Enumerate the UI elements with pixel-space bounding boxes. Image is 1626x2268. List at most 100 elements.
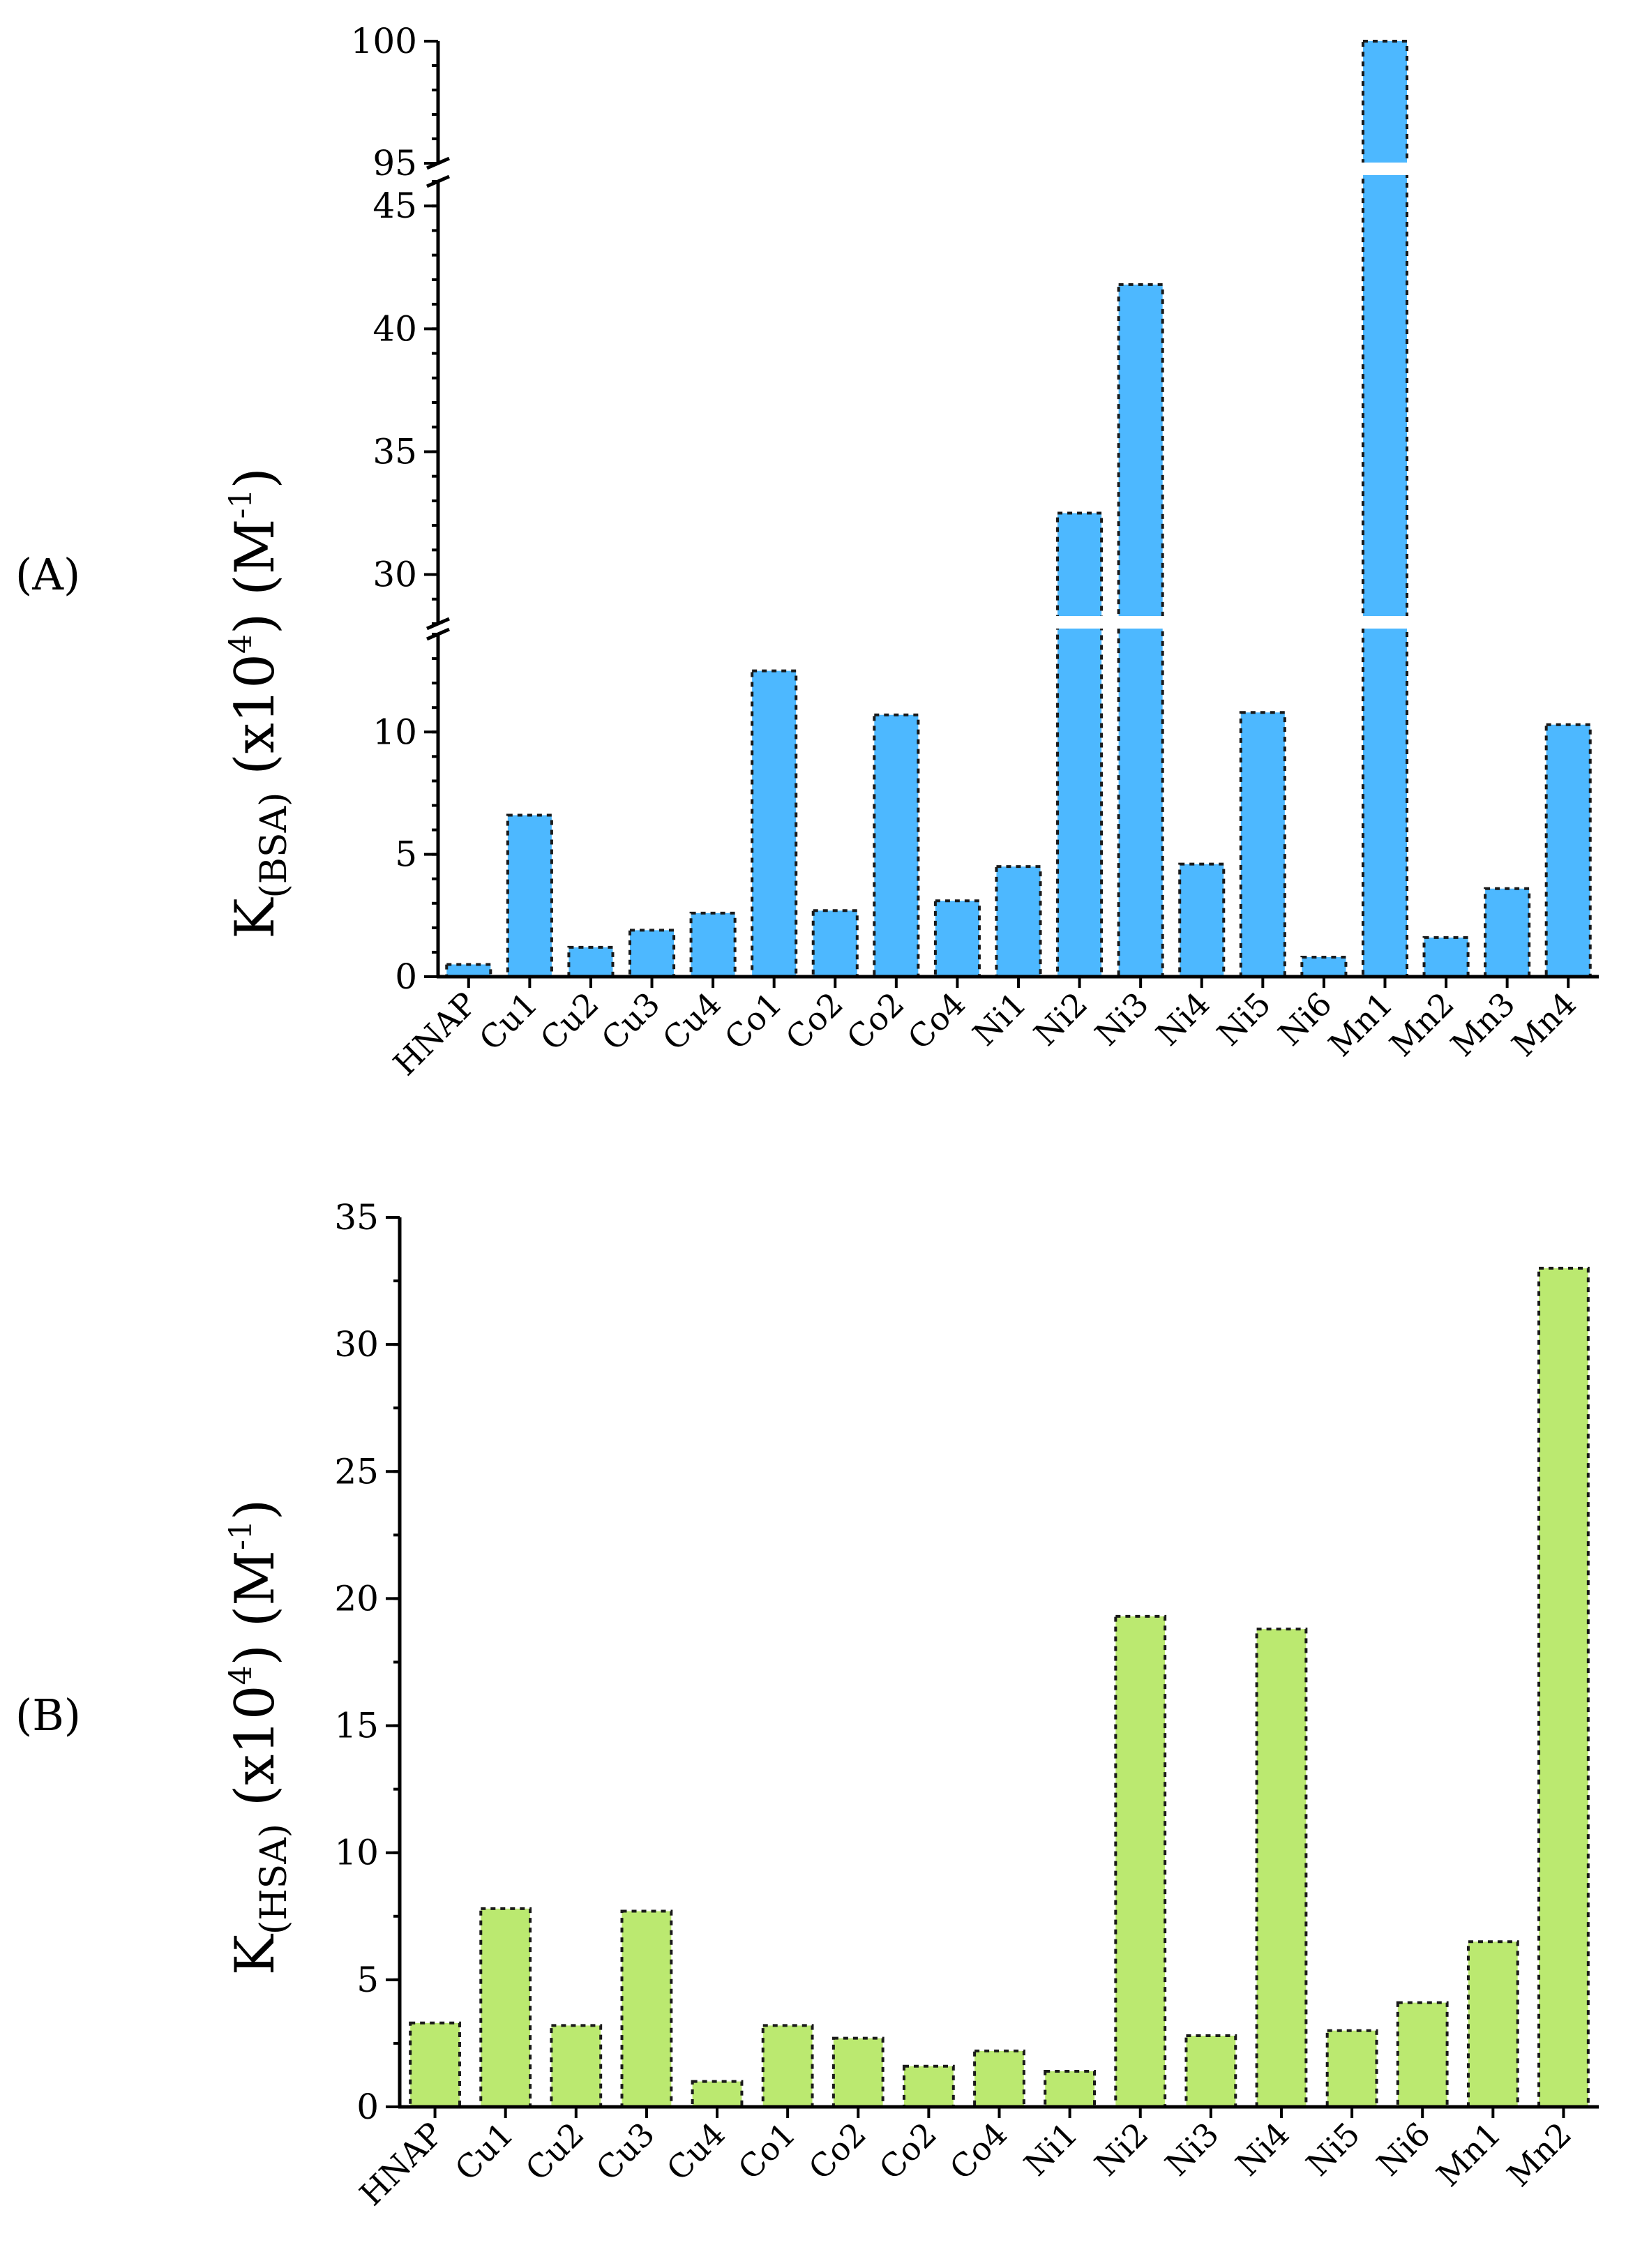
panel-a-x-tick-label: Ni3 (1087, 985, 1156, 1053)
panel-b-bar (761, 2024, 814, 2108)
panel-a-bar (1361, 40, 1409, 978)
panel-b-x-tick-label: Co4 (942, 2115, 1014, 2187)
panel-b-y-tick-label: 20 (334, 1578, 379, 1619)
panel-a-bar-break-gap (1114, 616, 1167, 629)
panel-b-x-tick-label: Mn1 (1429, 2115, 1508, 2194)
panel-b: (B) K(HSA) (x104) (M-1) 0 5 10 15 20 25 30 35 H… (15, 1197, 1599, 2213)
panel-a-x-tick-label: Ni2 (1027, 985, 1095, 1053)
panel-a-x-tick-label: Mn1 (1321, 985, 1400, 1064)
panel-a-x-tick-label: Cu2 (533, 985, 606, 1058)
panel-b-y-tick-label: 0 (356, 2087, 379, 2127)
panel-b-x-tick-label: Ni3 (1158, 2115, 1226, 2184)
panel-b-y-tick-label: 25 (334, 1451, 379, 1492)
panel-b-y-tick-label: 15 (334, 1706, 379, 1746)
panel-b-bar (831, 2036, 884, 2108)
panel-b-x-tick-label: Ni4 (1228, 2115, 1297, 2184)
panel-a-bar (567, 945, 615, 979)
panel-b-axes: 0 5 10 15 20 25 30 35 (334, 1197, 1599, 2127)
panel-a-x-tick-labels: HNAPCu1Cu2Cu3Cu4Co1Co2Co2Co4Ni1Ni2Ni3Ni4… (386, 985, 1583, 1083)
panel-b-bar (1466, 1940, 1519, 2109)
panel-a-bar (628, 929, 676, 978)
panel-a-x-tick-label: Cu4 (655, 985, 728, 1058)
panel-a-y-tick-label: 30 (372, 555, 417, 595)
panel-a-bar (445, 963, 492, 978)
panel-b-x-tick-label: Cu4 (659, 2115, 732, 2188)
panel-b-bar (1184, 2034, 1237, 2108)
panel-a-y-tick-label: 35 (372, 431, 417, 472)
panel-b-x-tick-label: Mn2 (1500, 2115, 1579, 2194)
panel-a-x-tick-label: Ni5 (1210, 985, 1278, 1053)
panel-b-bar (550, 2024, 603, 2108)
panel-b-bar (1396, 2001, 1449, 2108)
panel-a-x-tick-label: Mn3 (1443, 985, 1522, 1064)
panel-a-y-tick-label: 95 (372, 143, 417, 183)
panel-b-x-tick-label: Ni1 (1017, 2115, 1085, 2184)
panel-a-bar-break-gap (1053, 616, 1106, 629)
panel-a-y-tick-label: 100 (351, 21, 417, 61)
panel-a-bar (811, 909, 859, 978)
panel-a-x-tick-label: Co4 (901, 985, 972, 1057)
panel-b-bar (1114, 1614, 1167, 2108)
panel-b-bar (691, 2080, 744, 2109)
panel-b-x-tick-label: Co2 (872, 2115, 944, 2187)
panel-a-x-tick-label: Mn4 (1505, 985, 1583, 1064)
panel-b-x-tick-label: Co1 (731, 2115, 803, 2187)
panel-b-bar (1537, 1266, 1590, 2108)
panel-b-bar (479, 1907, 532, 2109)
panel-a-x-tick-label: Ni4 (1149, 985, 1217, 1053)
panel-a-bar (1239, 711, 1286, 978)
panel-a-bar (1178, 862, 1226, 978)
panel-b-bar (620, 1909, 673, 2108)
panel-b-x-tick-label: Co2 (801, 2115, 873, 2187)
panel-a-y-axis-label: K(BSA) (x104) (M-1) (223, 467, 295, 939)
panel-a-bars (445, 40, 1592, 979)
panel-a-label: (A) (15, 549, 80, 600)
panel-a-bar (1484, 887, 1531, 978)
panel-a-x-tick-label: Ni1 (965, 985, 1034, 1053)
panel-b-bar (973, 2049, 1025, 2109)
panel-b-y-axis-label: K(HSA) (x104) (M-1) (223, 1499, 295, 1976)
panel-a-y-tick-label: 10 (372, 712, 417, 752)
panel-a-y-tick-label: 0 (395, 956, 417, 997)
panel-b-bar (1044, 2070, 1097, 2108)
panel-a-x-tick-label: Cu1 (472, 985, 545, 1058)
panel-b-x-tick-label: Ni6 (1369, 2115, 1438, 2184)
panel-b-bars (409, 1266, 1590, 2109)
panel-b-bar (1255, 1628, 1308, 2108)
panel-b-x-tick-label: Ni5 (1299, 2115, 1367, 2184)
panel-a-bar (1300, 955, 1348, 979)
panel-a-bar (751, 669, 798, 978)
panel-a-bar-break-gap (1358, 163, 1412, 175)
panel-a-bar (1117, 283, 1164, 978)
panel-b-y-tick-label: 10 (334, 1833, 379, 1873)
panel-b-y-tick-label: 5 (356, 1960, 379, 2000)
panel-a-bar (873, 713, 920, 978)
panel-a-y-tick-label: 5 (395, 834, 417, 875)
panel-b-y-tick-label: 35 (334, 1197, 379, 1238)
panel-a-bar (933, 899, 981, 978)
panel-b-x-tick-label: Ni2 (1087, 2115, 1156, 2184)
panel-a-bar (995, 865, 1042, 979)
panel-b-bar (409, 2021, 461, 2108)
panel-a-bar-break-gap (1358, 616, 1412, 629)
panel-b-y-tick-label: 30 (334, 1324, 379, 1365)
panel-a-bar (1422, 936, 1470, 979)
panel-b-x-tick-label: HNAP (352, 2115, 450, 2213)
panel-a-x-tick-label: HNAP (386, 985, 483, 1083)
panel-b-x-tick-label: Cu2 (518, 2115, 592, 2188)
panel-a-bar (506, 813, 553, 978)
panel-a-x-tick-label: Cu3 (594, 985, 668, 1058)
panel-b-x-tick-label: Cu3 (589, 2115, 662, 2188)
panel-b-x-tick-label: Cu1 (448, 2115, 521, 2188)
panel-a-x-tick-label: Mn2 (1383, 985, 1461, 1064)
panel-b-bar (1325, 2029, 1378, 2109)
panel-b-label: (B) (15, 1690, 81, 1741)
panel-a-y-tick-label: 45 (372, 186, 417, 226)
panel-a-y-tick-label: 40 (372, 308, 417, 349)
panel-a-bar (1056, 511, 1104, 978)
panel-a-x-tick-label: Co2 (778, 985, 850, 1057)
